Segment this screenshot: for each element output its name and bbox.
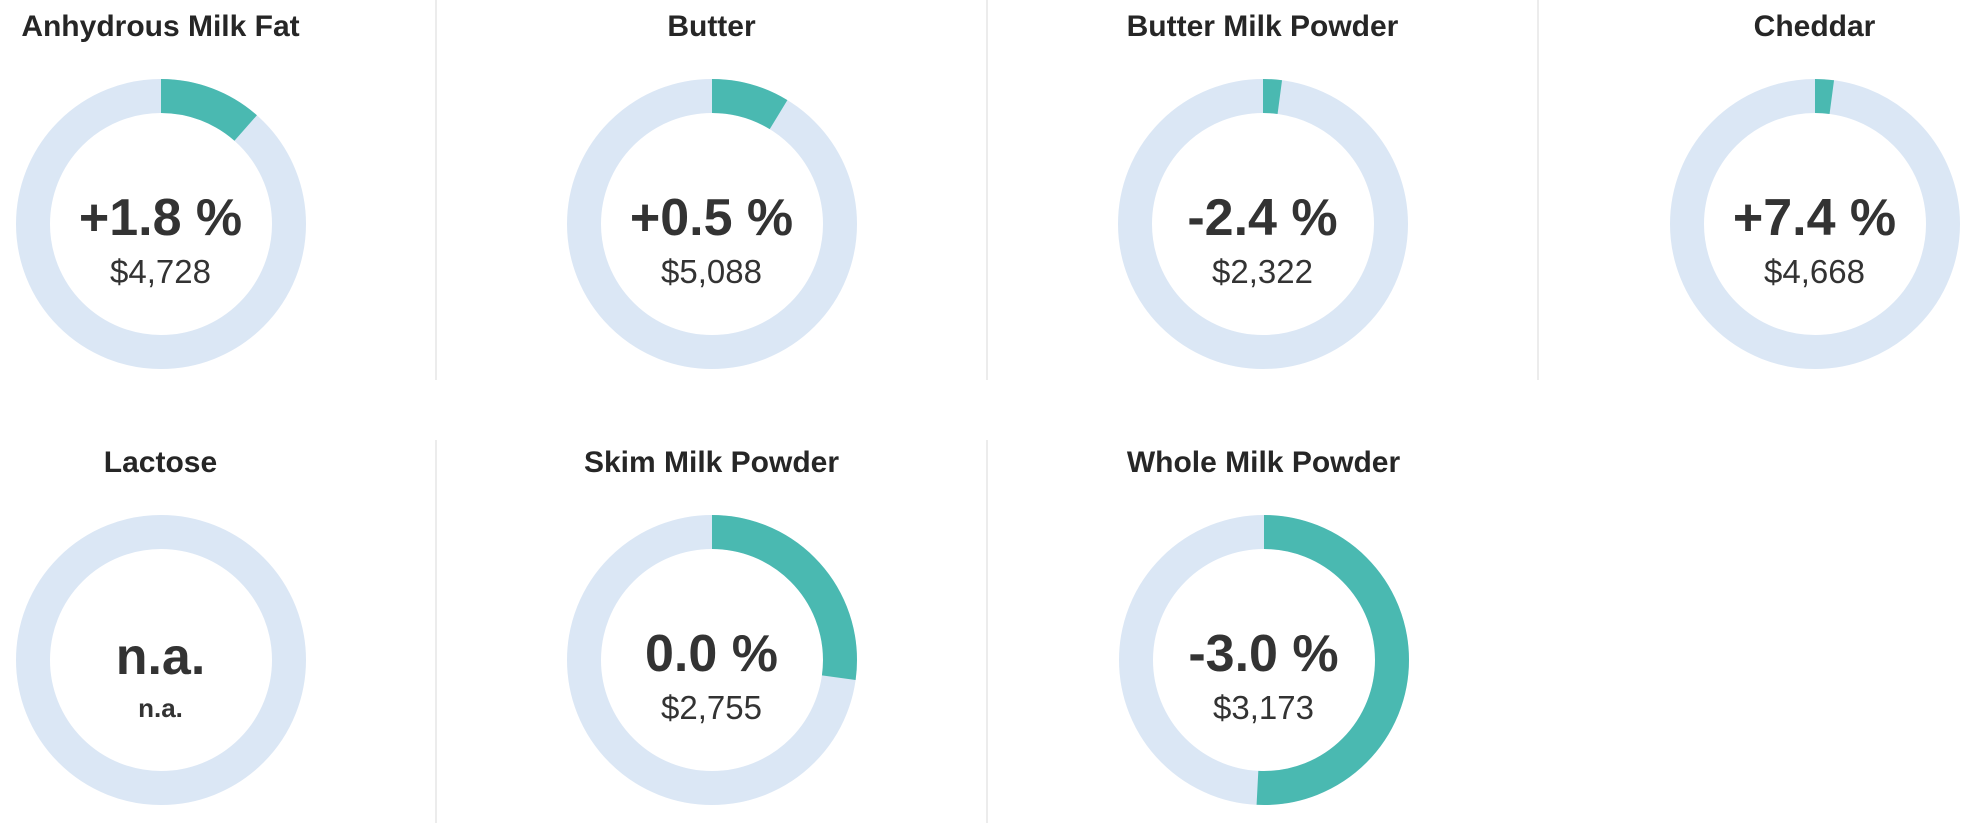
gauge-arc — [1117, 79, 1408, 369]
gauge-arc — [566, 515, 857, 805]
donut-gauge: 0.0 % $2,755 — [566, 515, 857, 805]
gauge-title: Whole Milk Powder — [1126, 446, 1401, 479]
donut-chart — [15, 515, 306, 805]
gauge-cell: Lactose n.a. n.a. — [0, 440, 437, 823]
donut-gauge: n.a. n.a. — [15, 515, 306, 805]
gauge-cell: Whole Milk Powder -3.0 % $3,173 — [988, 440, 1539, 823]
gauge-row-1: Anhydrous Milk Fat +1.8 % $4,728 Butter … — [0, 0, 1973, 380]
gauge-title: Butter — [667, 10, 756, 43]
gauge-cell: Butter Milk Powder -2.4 % $2,322 — [988, 0, 1539, 380]
gauge-title: Cheddar — [1753, 10, 1876, 43]
donut-chart — [566, 79, 857, 369]
gauge-title: Butter Milk Powder — [1126, 10, 1399, 43]
donut-gauge: +7.4 % $4,668 — [1669, 79, 1960, 369]
gauge-title: Anhydrous Milk Fat — [21, 10, 300, 43]
gauge-cell: Anhydrous Milk Fat +1.8 % $4,728 — [0, 0, 437, 380]
gauge-cell: Butter +0.5 % $5,088 — [437, 0, 988, 380]
gauge-title: Lactose — [103, 446, 218, 479]
donut-chart — [566, 515, 857, 805]
donut-chart — [15, 79, 306, 369]
gauge-track-ring — [15, 79, 306, 369]
gauge-arc — [15, 79, 306, 369]
gauge-cell: Skim Milk Powder 0.0 % $2,755 — [437, 440, 988, 823]
gauge-track-ring — [1669, 79, 1960, 369]
donut-gauge: -2.4 % $2,322 — [1117, 79, 1408, 369]
gauge-track-ring — [1117, 79, 1408, 369]
donut-gauge: -3.0 % $3,173 — [1118, 515, 1409, 805]
donut-gauge: +1.8 % $4,728 — [15, 79, 306, 369]
gauge-arc — [566, 79, 857, 369]
gauge-title: Skim Milk Powder — [583, 446, 840, 479]
gauge-arc — [1118, 515, 1409, 805]
donut-chart — [1669, 79, 1960, 369]
gauge-track-ring — [15, 515, 306, 805]
gauge-track-ring — [566, 79, 857, 369]
gauge-row-2: Lactose n.a. n.a. Skim Milk Powder 0.0 %… — [0, 440, 1973, 823]
gauge-arc — [1669, 79, 1960, 369]
gauge-cell: Cheddar +7.4 % $4,668 — [1539, 0, 1973, 380]
donut-gauge: +0.5 % $5,088 — [566, 79, 857, 369]
donut-chart — [1117, 79, 1408, 369]
donut-chart — [1118, 515, 1409, 805]
